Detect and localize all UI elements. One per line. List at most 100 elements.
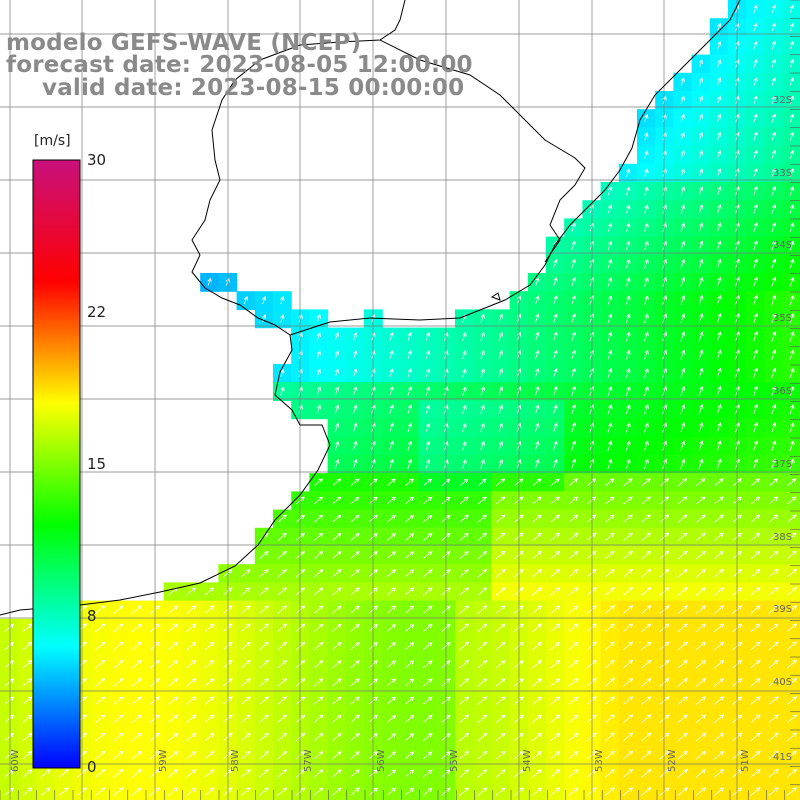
wind-arrow bbox=[714, 514, 724, 523]
wind-arrow bbox=[789, 185, 795, 196]
wind-speed-cell bbox=[527, 709, 547, 729]
wind-arrow bbox=[532, 568, 543, 578]
wind-speed-cell bbox=[127, 764, 147, 784]
wind-arrow bbox=[771, 294, 777, 306]
wind-speed-cell bbox=[345, 673, 365, 693]
wind-arrow bbox=[22, 660, 33, 669]
wind-arrow bbox=[698, 313, 704, 324]
wind-speed-cell bbox=[182, 637, 201, 656]
wind-arrow bbox=[4, 732, 15, 742]
wind-speed-cell bbox=[382, 709, 401, 729]
wind-arrow bbox=[698, 294, 704, 306]
wind-arrow bbox=[532, 641, 543, 651]
wind-arrow bbox=[789, 440, 795, 451]
wind-speed-cell bbox=[764, 637, 784, 656]
wind-speed-cell bbox=[382, 655, 401, 674]
wind-speed-cell bbox=[673, 564, 693, 583]
wind-arrow bbox=[113, 714, 124, 724]
wind-speed-cell bbox=[236, 655, 256, 674]
wind-arrow bbox=[553, 368, 558, 378]
wind-arrow bbox=[462, 404, 467, 414]
wind-arrow bbox=[768, 696, 779, 705]
wind-speed-cell bbox=[709, 582, 729, 602]
wind-speed-cell bbox=[273, 746, 292, 765]
wind-arrow bbox=[477, 732, 488, 742]
wind-arrow bbox=[716, 276, 722, 287]
wind-speed-cell bbox=[291, 782, 310, 802]
wind-arrow bbox=[425, 350, 431, 360]
wind-arrow bbox=[4, 678, 15, 687]
wind-arrow bbox=[641, 750, 652, 760]
wind-arrow bbox=[204, 587, 215, 596]
wind-arrow bbox=[495, 532, 506, 541]
wind-arrow bbox=[459, 714, 470, 723]
wind-arrow bbox=[750, 678, 761, 687]
wind-speed-cell bbox=[327, 582, 347, 602]
wind-speed-cell bbox=[382, 582, 401, 602]
wind-arrow bbox=[786, 659, 798, 669]
wind-arrow bbox=[4, 696, 15, 705]
border-uruguay bbox=[379, 39, 586, 263]
wind-arrow bbox=[168, 732, 179, 742]
wind-speed-cell bbox=[327, 709, 347, 729]
wind-speed-cell bbox=[527, 728, 547, 747]
wind-arrow bbox=[259, 551, 269, 559]
wind-arrow bbox=[477, 532, 488, 541]
wind-speed-cell bbox=[400, 600, 420, 620]
wind-arrow bbox=[459, 751, 470, 760]
wind-speed-cell bbox=[600, 655, 620, 674]
wind-arrow bbox=[786, 587, 797, 596]
wind-arrow bbox=[405, 751, 415, 760]
wind-arrow bbox=[168, 696, 179, 705]
wind-arrow bbox=[641, 714, 652, 724]
wind-arrow bbox=[350, 751, 360, 760]
wind-speed-cell bbox=[309, 691, 329, 711]
wind-arrow bbox=[459, 532, 469, 541]
wind-arrow bbox=[753, 385, 758, 397]
wind-speed-cell bbox=[691, 509, 711, 529]
wind-arrow bbox=[535, 404, 540, 414]
wind-arrow bbox=[313, 641, 324, 651]
wind-speed-cell bbox=[637, 709, 656, 729]
wind-arrow bbox=[113, 769, 124, 778]
wind-arrow bbox=[386, 660, 397, 669]
wind-arrow bbox=[753, 186, 758, 196]
wind-arrow bbox=[222, 587, 233, 596]
wind-arrow bbox=[459, 605, 470, 614]
wind-arrow bbox=[695, 587, 706, 596]
wind-speed-cell bbox=[254, 691, 274, 711]
wind-speed-cell bbox=[709, 509, 729, 529]
wind-speed-cell bbox=[309, 582, 329, 602]
wind-arrow bbox=[771, 240, 777, 251]
wind-arrow bbox=[95, 787, 106, 796]
wind-arrow bbox=[425, 404, 431, 414]
wind-speed-cell bbox=[764, 746, 784, 765]
wind-arrow bbox=[425, 331, 431, 341]
wind-arrow bbox=[204, 659, 215, 669]
wind-speed-cell bbox=[527, 764, 547, 784]
wind-arrow bbox=[113, 641, 124, 651]
wind-speed-cell bbox=[600, 764, 620, 784]
wind-arrow bbox=[243, 295, 248, 305]
wind-speed-cell bbox=[691, 527, 711, 547]
wind-arrow bbox=[553, 386, 558, 396]
wind-speed-cell bbox=[455, 728, 474, 747]
wind-arrow bbox=[789, 422, 795, 433]
wind-speed-cell bbox=[400, 582, 420, 602]
wind-arrow bbox=[717, 168, 722, 178]
wind-speed-cell bbox=[163, 782, 183, 802]
wind-arrow bbox=[277, 678, 288, 687]
wind-arrow bbox=[641, 641, 652, 651]
wind-arrow bbox=[644, 313, 649, 324]
wind-arrow bbox=[204, 623, 215, 633]
wind-speed-cell bbox=[655, 673, 674, 693]
wind-arrow bbox=[535, 295, 540, 305]
wind-arrow bbox=[789, 131, 795, 141]
wind-arrow bbox=[314, 478, 324, 486]
wind-speed-cell bbox=[673, 691, 693, 711]
wind-speed-cell bbox=[709, 746, 729, 765]
wind-arrow bbox=[480, 422, 485, 433]
wind-speed-cell bbox=[527, 546, 547, 565]
wind-arrow bbox=[625, 458, 631, 469]
wind-arrow bbox=[644, 276, 649, 287]
